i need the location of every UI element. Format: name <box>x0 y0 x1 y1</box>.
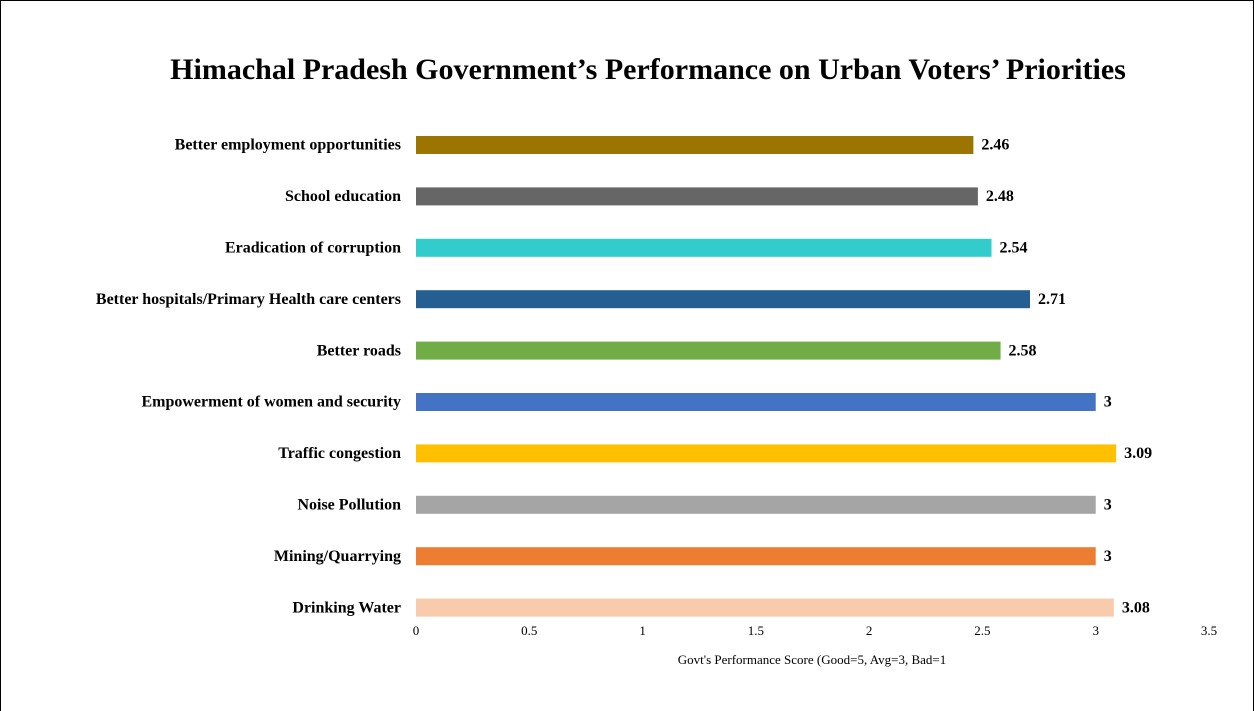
x-tick-label: 0.5 <box>521 623 537 638</box>
x-tick-label: 1.5 <box>748 623 764 638</box>
y-tick-label: Empowerment of women and security <box>141 394 401 411</box>
value-label: 3 <box>1104 548 1112 565</box>
bar <box>416 290 1031 309</box>
y-tick-label: School education <box>285 188 401 205</box>
value-label: 3 <box>1104 394 1112 411</box>
x-tick-label: 3 <box>1092 623 1099 638</box>
y-tick-label: Better hospitals/Primary Health care cen… <box>96 291 401 308</box>
bar <box>416 341 1001 360</box>
value-label: 3.08 <box>1122 599 1150 616</box>
x-axis-label: Govt's Performance Score (Good=5, Avg=3,… <box>678 652 947 667</box>
value-label: 2.54 <box>999 239 1027 256</box>
value-label: 2.58 <box>1009 342 1037 359</box>
x-tick-label: 1 <box>639 623 646 638</box>
value-label: 2.48 <box>986 188 1014 205</box>
bar <box>416 393 1096 411</box>
bar <box>416 495 1096 514</box>
chart-title: Himachal Pradesh Government’s Performanc… <box>170 53 1126 86</box>
bar <box>416 598 1114 617</box>
y-tick-label: Traffic congestion <box>278 445 401 462</box>
y-tick-label: Better roads <box>317 342 401 359</box>
value-label: 3 <box>1104 496 1112 513</box>
bar <box>416 444 1117 463</box>
value-label: 2.46 <box>981 137 1009 154</box>
y-tick-label: Better employment opportunities <box>175 137 401 154</box>
bar <box>416 136 974 154</box>
x-tick-label: 0 <box>413 623 420 638</box>
y-tick-label: Eradication of corruption <box>225 239 401 256</box>
x-tick-label: 2 <box>866 623 873 638</box>
bar <box>416 238 992 257</box>
value-label: 2.71 <box>1038 291 1066 308</box>
bar <box>416 547 1096 566</box>
y-tick-label: Drinking Water <box>292 599 401 616</box>
value-label: 3.09 <box>1124 445 1152 462</box>
x-tick-label: 3.5 <box>1201 623 1217 638</box>
x-tick-label: 2.5 <box>974 623 990 638</box>
bar <box>416 187 978 206</box>
y-tick-label: Mining/Quarrying <box>274 548 401 565</box>
y-tick-label: Noise Pollution <box>297 496 401 513</box>
